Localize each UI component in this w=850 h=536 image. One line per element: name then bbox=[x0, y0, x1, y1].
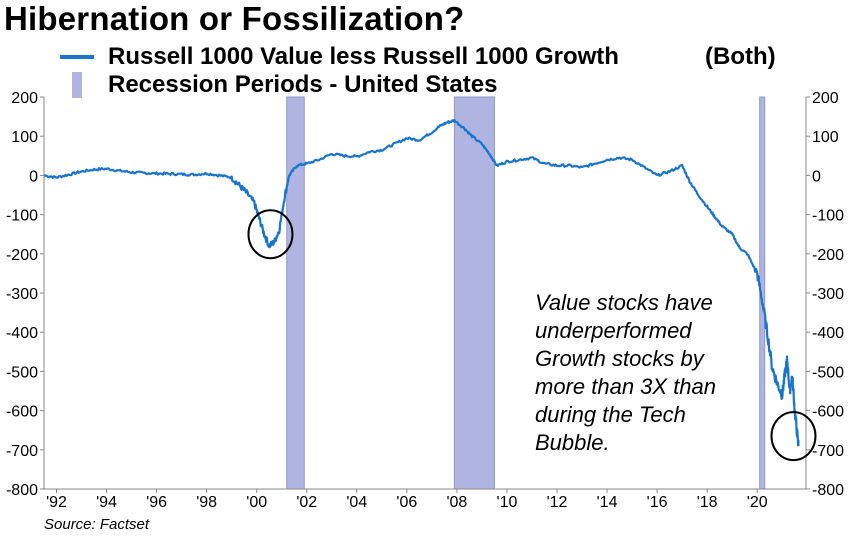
y-tick-label-left: -400 bbox=[6, 325, 38, 342]
recession-bands bbox=[286, 96, 766, 490]
series-lines bbox=[43, 118, 800, 447]
y-tick-label-right: -400 bbox=[812, 325, 844, 342]
x-tick-label: '10 bbox=[497, 494, 518, 511]
x-tick-label: '18 bbox=[697, 494, 718, 511]
x-tick-label: '16 bbox=[647, 494, 668, 511]
y-tick-label-right: 0 bbox=[812, 168, 821, 185]
y-tick-label-left: -600 bbox=[6, 404, 38, 421]
legend-recession-label: Recession Periods - United States bbox=[108, 71, 498, 98]
annotation-text: Value stocks have underperformed Growth … bbox=[535, 290, 717, 455]
y-tick-label-left: 200 bbox=[11, 90, 38, 107]
x-tick-label: '02 bbox=[296, 494, 317, 511]
y-tick-label-right: -300 bbox=[812, 286, 844, 303]
y-tick-label-left: -700 bbox=[6, 443, 38, 460]
y-tick-label-left: -100 bbox=[6, 208, 38, 225]
legend-bar-swatch bbox=[72, 72, 82, 98]
y-tick-label-left: 0 bbox=[29, 168, 38, 185]
y-tick-label-left: -500 bbox=[6, 364, 38, 381]
highlight-circles bbox=[247, 209, 817, 462]
x-tick-label: '92 bbox=[46, 494, 67, 511]
recession-band bbox=[453, 96, 495, 490]
legend-series-extra: (Both) bbox=[705, 43, 776, 70]
x-tick-label: '94 bbox=[96, 494, 117, 511]
y-tick-label-right: -700 bbox=[812, 443, 844, 460]
recession-band bbox=[286, 96, 305, 490]
y-tick-label-left: -200 bbox=[6, 247, 38, 264]
legend-line-swatch bbox=[60, 55, 94, 59]
x-tick-label: '20 bbox=[747, 494, 768, 511]
y-tick-label-left: 100 bbox=[11, 129, 38, 146]
legend-item-series: Russell 1000 Value less Russell 1000 Gro… bbox=[60, 43, 619, 70]
y-tick-label-right: -800 bbox=[812, 482, 844, 499]
y-tick-label-left: -800 bbox=[6, 482, 38, 499]
x-tick-label: '08 bbox=[446, 494, 467, 511]
highlight-circle bbox=[247, 209, 294, 260]
x-tick-label: '06 bbox=[396, 494, 417, 511]
y-tick-label-right: -500 bbox=[812, 364, 844, 381]
series-line bbox=[43, 118, 800, 447]
y-tick-label-right: -600 bbox=[812, 404, 844, 421]
x-tick-label: '12 bbox=[547, 494, 568, 511]
y-tick-label-right: -100 bbox=[812, 208, 844, 225]
legend-item-recession: Recession Periods - United States bbox=[60, 71, 498, 98]
y-tick-label-left: -300 bbox=[6, 286, 38, 303]
axes bbox=[40, 96, 810, 493]
x-tick-label: '98 bbox=[196, 494, 217, 511]
y-tick-label-right: 100 bbox=[812, 129, 839, 146]
x-tick-label: '14 bbox=[597, 494, 618, 511]
x-tick-label: '04 bbox=[346, 494, 367, 511]
y-tick-label-right: -200 bbox=[812, 247, 844, 264]
source-note: Source: Factset bbox=[44, 516, 150, 533]
legend-series-label: Russell 1000 Value less Russell 1000 Gro… bbox=[108, 43, 619, 70]
x-tick-label: '96 bbox=[146, 494, 167, 511]
tick-labels: 200 200 100 100 0 0 -100 -100 -200 -200 -300 -300 -4… bbox=[6, 90, 844, 511]
y-tick-label-right: 200 bbox=[812, 90, 839, 107]
chart-title: Hibernation or Fossilization? bbox=[4, 0, 465, 37]
highlight-circle bbox=[770, 411, 817, 462]
x-tick-label: '00 bbox=[246, 494, 267, 511]
